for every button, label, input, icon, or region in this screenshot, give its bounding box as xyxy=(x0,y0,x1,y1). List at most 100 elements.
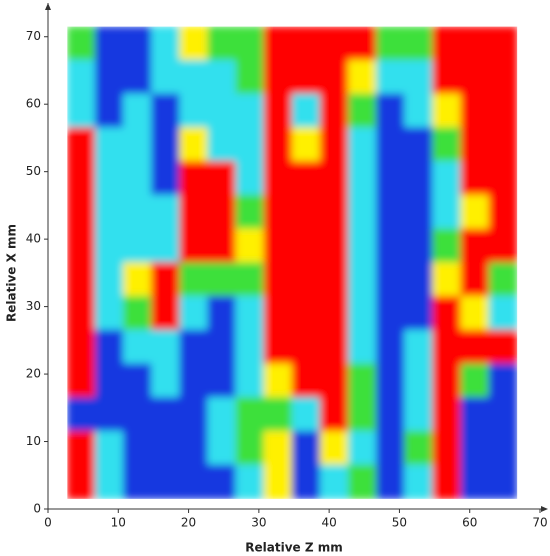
contour-cell xyxy=(404,127,434,163)
contour-cell xyxy=(432,430,462,466)
contour-cell xyxy=(291,262,321,297)
contour-cell xyxy=(376,59,406,95)
contour-cell xyxy=(432,161,462,196)
contour-cell xyxy=(207,26,237,61)
contour-cell xyxy=(123,161,153,196)
x-tick-label: 30 xyxy=(251,516,266,530)
contour-cell xyxy=(151,397,181,432)
contour-cell xyxy=(347,464,378,499)
contour-cell xyxy=(319,397,349,432)
contour-cell xyxy=(207,262,237,297)
contour-cell xyxy=(319,262,349,297)
y-tick-label: 10 xyxy=(26,434,41,448)
contour-cell xyxy=(151,329,181,365)
contour-cell xyxy=(151,464,181,499)
contour-cell xyxy=(67,329,96,365)
y-tick-label: 30 xyxy=(26,299,41,313)
contour-cell xyxy=(207,295,237,331)
contour-cell xyxy=(235,329,265,365)
contour-cell xyxy=(207,127,237,163)
contour-cell xyxy=(263,430,293,466)
contour-cell xyxy=(291,228,321,264)
contour-cell xyxy=(460,295,490,331)
contour-cell xyxy=(263,127,293,163)
contour-cell xyxy=(488,59,518,95)
contour-cell xyxy=(94,464,125,499)
contour-cell xyxy=(151,127,181,163)
contour-cell xyxy=(432,194,462,230)
contour-cell xyxy=(432,397,462,432)
contour-cell xyxy=(94,161,125,196)
x-tick-label: 50 xyxy=(392,516,407,530)
contour-cell xyxy=(432,228,462,264)
contour-cell xyxy=(94,127,125,163)
contour-cell xyxy=(67,363,96,399)
contour-cell xyxy=(376,228,406,264)
contour-cell xyxy=(67,295,96,331)
contour-cell xyxy=(263,262,293,297)
contour-cell xyxy=(263,397,293,432)
y-tick-label: 60 xyxy=(26,97,41,111)
contour-cell xyxy=(432,295,462,331)
contour-cell xyxy=(347,93,378,129)
contour-cell xyxy=(460,228,490,264)
contour-cell xyxy=(94,26,125,61)
contour-cell xyxy=(123,464,153,499)
x-tick-label: 0 xyxy=(44,516,52,530)
contour-cell xyxy=(67,430,96,466)
contour-cell xyxy=(319,194,349,230)
contour-cell xyxy=(207,464,237,499)
contour-cell xyxy=(179,363,209,399)
contour-cell xyxy=(235,93,265,129)
contour-cell xyxy=(432,363,462,399)
contour-cell xyxy=(235,194,265,230)
contour-cell xyxy=(460,127,490,163)
y-tick-label: 50 xyxy=(26,164,41,178)
contour-cell xyxy=(291,430,321,466)
contour-cell xyxy=(404,228,434,264)
contour-cell xyxy=(319,228,349,264)
contour-cell xyxy=(179,93,209,129)
contour-cell xyxy=(94,430,125,466)
contour-cell xyxy=(235,430,265,466)
contour-cell xyxy=(207,430,237,466)
contour-cell xyxy=(404,161,434,196)
contour-cell xyxy=(179,59,209,95)
contour-cell xyxy=(94,93,125,129)
contour-cell xyxy=(376,397,406,432)
contour-cell xyxy=(151,363,181,399)
contour-cell xyxy=(460,329,490,365)
contour-cell xyxy=(179,26,209,61)
contour-cell xyxy=(347,262,378,297)
contour-cell xyxy=(432,127,462,163)
contour-cell xyxy=(376,194,406,230)
contour-cell xyxy=(347,194,378,230)
contour-cell xyxy=(235,464,265,499)
contour-cell xyxy=(235,397,265,432)
x-tick-label: 20 xyxy=(181,516,196,530)
contour-cell xyxy=(94,363,125,399)
contour-cell xyxy=(207,228,237,264)
contour-cell xyxy=(460,59,490,95)
contour-cell xyxy=(94,59,125,95)
contour-cell xyxy=(404,93,434,129)
contour-cell xyxy=(235,363,265,399)
contour-cell xyxy=(123,430,153,466)
contour-cell xyxy=(207,161,237,196)
contour-cell xyxy=(67,397,96,432)
contour-cell xyxy=(123,329,153,365)
contour-cell xyxy=(123,93,153,129)
contour-cell xyxy=(207,194,237,230)
contour-cell xyxy=(123,26,153,61)
contour-cell xyxy=(151,194,181,230)
contour-cell xyxy=(404,329,434,365)
contour-cell xyxy=(376,295,406,331)
contour-cell xyxy=(94,329,125,365)
contour-cell xyxy=(263,194,293,230)
contour-cell xyxy=(488,228,518,264)
contour-cell xyxy=(123,295,153,331)
contour-cell xyxy=(151,161,181,196)
contour-cell xyxy=(347,329,378,365)
contour-cell xyxy=(291,329,321,365)
y-tick-label: 40 xyxy=(26,232,41,246)
